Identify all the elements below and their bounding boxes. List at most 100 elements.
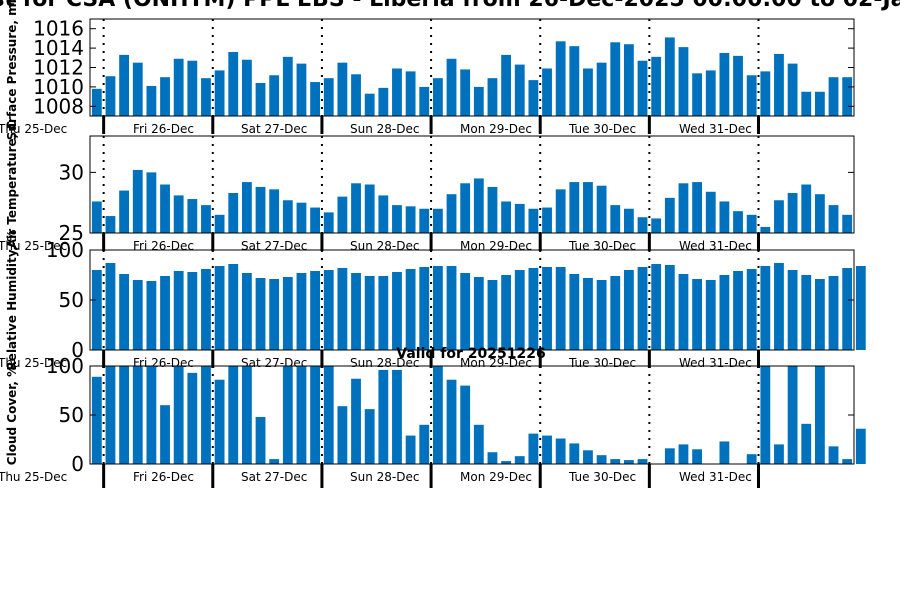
- bar: [842, 214, 853, 233]
- bar: [228, 192, 239, 233]
- bar: [132, 366, 143, 464]
- chart-panel-1: Thu 25-Dec Fri 26-Dec Sat 27-Dec Sun 28-Dec…: [0, 0, 855, 140]
- bar: [733, 55, 743, 116]
- bar: [814, 91, 825, 116]
- bar: [241, 182, 252, 233]
- bar: [119, 54, 130, 116]
- bar: [828, 205, 839, 233]
- bar: [228, 51, 239, 117]
- bar: [228, 366, 239, 464]
- bar: [542, 207, 552, 233]
- bar: [555, 189, 566, 233]
- bar: [364, 409, 375, 464]
- bar: [801, 91, 812, 116]
- bar: [201, 78, 211, 116]
- bar: [842, 459, 853, 464]
- bar: [310, 271, 321, 350]
- bar: [514, 64, 525, 116]
- bar: [664, 197, 675, 233]
- bar: [774, 200, 784, 233]
- bar: [187, 199, 198, 233]
- bar: [105, 263, 116, 350]
- bar: [310, 82, 321, 116]
- bar: [610, 42, 621, 116]
- bar: [787, 270, 798, 350]
- bar: [678, 183, 689, 233]
- day-label: Sat 27-Dec: [241, 122, 307, 136]
- bar: [160, 276, 170, 350]
- bar: [446, 194, 457, 233]
- bar: [460, 69, 471, 116]
- bar: [214, 266, 225, 350]
- bar: [733, 271, 743, 350]
- y-axis-label: Relative Humidity, %: [5, 230, 19, 371]
- bar: [746, 75, 757, 116]
- day-label: Tue 30-Dec: [568, 356, 636, 370]
- bar: [623, 460, 634, 464]
- y-tick-label: 1016: [33, 17, 84, 41]
- bar: [241, 59, 252, 116]
- bar: [323, 78, 334, 116]
- plot-frame: [89, 135, 855, 234]
- bar: [214, 379, 225, 464]
- bar: [146, 366, 157, 464]
- bar: [337, 406, 348, 464]
- bar: [378, 195, 389, 233]
- bar: [173, 195, 184, 233]
- bar: [201, 205, 211, 233]
- bar: [514, 456, 525, 464]
- bar: [569, 274, 580, 350]
- bar: [637, 459, 648, 464]
- y-tick-label: 1010: [33, 75, 84, 99]
- bar: [323, 212, 334, 233]
- bar: [446, 379, 457, 464]
- bar: [364, 184, 375, 233]
- bar: [282, 56, 293, 116]
- bar: [514, 203, 525, 233]
- chart-panel-2: Thu 25-Dec Fri 26-Dec Sat 27-Dec Sun 28-Dec…: [0, 121, 855, 253]
- bar: [801, 184, 812, 233]
- bar: [651, 56, 662, 116]
- bar: [201, 366, 211, 464]
- y-axis-label: Cloud Cover, %: [5, 365, 19, 465]
- day-label: Mon 29-Dec: [460, 122, 532, 136]
- day-label: Sun 28-Dec: [350, 470, 419, 484]
- bar: [623, 208, 634, 233]
- bar: [760, 266, 771, 350]
- chart-panels: Thu 25-Dec Fri 26-Dec Sat 27-Dec Sun 28-Dec…: [0, 0, 866, 488]
- bar: [746, 269, 757, 350]
- bar: [323, 270, 334, 350]
- bar: [501, 275, 512, 350]
- bar: [842, 77, 853, 116]
- bar: [678, 47, 689, 116]
- bar: [405, 269, 416, 350]
- bar: [705, 70, 716, 116]
- bar: [392, 205, 402, 233]
- y-tick-label: 1012: [33, 56, 84, 80]
- bar: [296, 366, 307, 464]
- bar: [173, 366, 184, 464]
- day-label: Mon 29-Dec: [460, 470, 532, 484]
- day-label: Thu 25-Dec: [0, 239, 67, 253]
- bar: [255, 186, 266, 233]
- bar: [774, 53, 784, 116]
- bar: [446, 266, 457, 350]
- bar: [828, 77, 839, 116]
- bar: [569, 182, 580, 233]
- bar: [623, 270, 634, 350]
- bar: [119, 366, 130, 464]
- bar: [105, 76, 116, 116]
- chart-panel-4: Thu 25-Dec Fri 26-Dec Sat 27-Dec Sun 28-Dec…: [0, 354, 866, 488]
- bar: [310, 366, 321, 464]
- bar: [269, 75, 280, 116]
- day-label: Fri 26-Dec: [133, 239, 194, 253]
- bar: [487, 452, 498, 464]
- bar: [719, 441, 730, 464]
- bar: [269, 189, 280, 233]
- bar: [351, 378, 361, 464]
- bar: [296, 273, 307, 350]
- bar: [787, 366, 798, 464]
- bar: [405, 206, 416, 233]
- bar: [774, 263, 784, 350]
